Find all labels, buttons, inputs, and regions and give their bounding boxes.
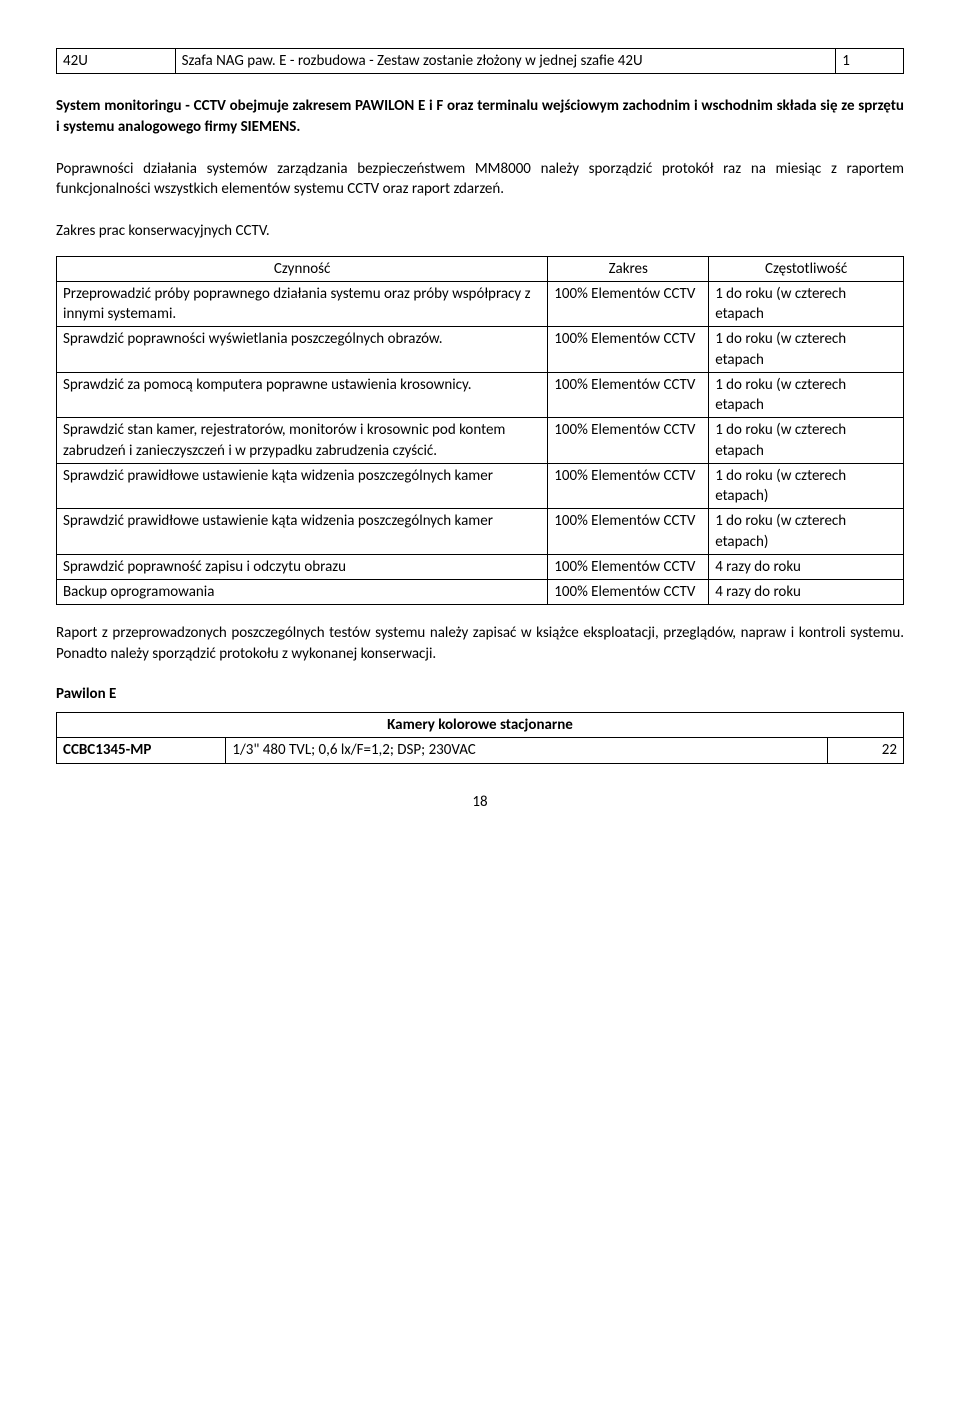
page-number: 18	[56, 792, 904, 812]
table-row: Przeprowadzić próby poprawnego działania…	[57, 281, 904, 327]
top-table: 42U Szafa NAG paw. E - rozbudowa - Zesta…	[56, 48, 904, 74]
camera-table: Kamery kolorowe stacjonarne CCBC1345-MP …	[56, 712, 904, 764]
cell-activity: Backup oprogramowania	[57, 580, 548, 605]
cell-frequency: 1 do roku (w czterech etapach	[709, 327, 904, 373]
cell-activity: Sprawdzić poprawność zapisu i odczytu ob…	[57, 554, 548, 579]
cell-scope: 100% Elementów CCTV	[548, 327, 709, 373]
cell-frequency: 1 do roku (w czterech etapach)	[709, 509, 904, 555]
cell-frequency: 4 razy do roku	[709, 554, 904, 579]
header-scope: Zakres	[548, 256, 709, 281]
cell-qty: 1	[836, 49, 904, 74]
cell-desc: Szafa NAG paw. E - rozbudowa - Zestaw zo…	[175, 49, 836, 74]
table-row: Sprawdzić prawidłowe ustawienie kąta wid…	[57, 463, 904, 509]
table-header-row: Czynność Zakres Częstotliwość	[57, 256, 904, 281]
table-row: Backup oprogramowania 100% Elementów CCT…	[57, 580, 904, 605]
table-row: Sprawdzić stan kamer, rejestratorów, mon…	[57, 418, 904, 464]
cell-model: CCBC1345-MP	[57, 738, 226, 763]
table-header-row: Kamery kolorowe stacjonarne	[57, 713, 904, 738]
paragraph-intro: System monitoringu - CCTV obejmuje zakre…	[56, 96, 904, 137]
header-activity: Czynność	[57, 256, 548, 281]
cell-activity: Sprawdzić prawidłowe ustawienie kąta wid…	[57, 509, 548, 555]
cell-frequency: 4 razy do roku	[709, 580, 904, 605]
cell-frequency: 1 do roku (w czterech etapach	[709, 418, 904, 464]
cell-frequency: 1 do roku (w czterech etapach	[709, 372, 904, 418]
cell-scope: 100% Elementów CCTV	[548, 509, 709, 555]
table-row: 42U Szafa NAG paw. E - rozbudowa - Zesta…	[57, 49, 904, 74]
cell-scope: 100% Elementów CCTV	[548, 418, 709, 464]
cell-scope: 100% Elementów CCTV	[548, 463, 709, 509]
table-row: CCBC1345-MP 1/3" 480 TVL; 0,6 lx/F=1,2; …	[57, 738, 904, 763]
paragraph-scope-label: Zakres prac konserwacyjnych CCTV.	[56, 221, 904, 241]
cell-scope: 100% Elementów CCTV	[548, 281, 709, 327]
cell-scope: 100% Elementów CCTV	[548, 554, 709, 579]
maintenance-table: Czynność Zakres Częstotliwość Przeprowad…	[56, 256, 904, 606]
cell-code: 42U	[57, 49, 176, 74]
cell-activity: Sprawdzić za pomocą komputera poprawne u…	[57, 372, 548, 418]
cell-scope: 100% Elementów CCTV	[548, 372, 709, 418]
table-row: Sprawdzić poprawności wyświetlania poszc…	[57, 327, 904, 373]
pawilon-label: Pawilon E	[56, 684, 904, 704]
table-row: Sprawdzić za pomocą komputera poprawne u…	[57, 372, 904, 418]
cell-activity: Sprawdzić prawidłowe ustawienie kąta wid…	[57, 463, 548, 509]
table-row: Sprawdzić prawidłowe ustawienie kąta wid…	[57, 509, 904, 555]
cell-frequency: 1 do roku (w czterech etapach)	[709, 463, 904, 509]
camera-table-header: Kamery kolorowe stacjonarne	[57, 713, 904, 738]
paragraph-protocol: Poprawności działania systemów zarządzan…	[56, 159, 904, 200]
cell-scope: 100% Elementów CCTV	[548, 580, 709, 605]
cell-activity: Sprawdzić stan kamer, rejestratorów, mon…	[57, 418, 548, 464]
table-row: Sprawdzić poprawność zapisu i odczytu ob…	[57, 554, 904, 579]
cell-activity: Przeprowadzić próby poprawnego działania…	[57, 281, 548, 327]
cell-activity: Sprawdzić poprawności wyświetlania poszc…	[57, 327, 548, 373]
cell-qty: 22	[827, 738, 903, 763]
paragraph-report: Raport z przeprowadzonych poszczególnych…	[56, 623, 904, 664]
cell-spec: 1/3" 480 TVL; 0,6 lx/F=1,2; DSP; 230VAC	[226, 738, 827, 763]
cell-frequency: 1 do roku (w czterech etapach	[709, 281, 904, 327]
header-frequency: Częstotliwość	[709, 256, 904, 281]
